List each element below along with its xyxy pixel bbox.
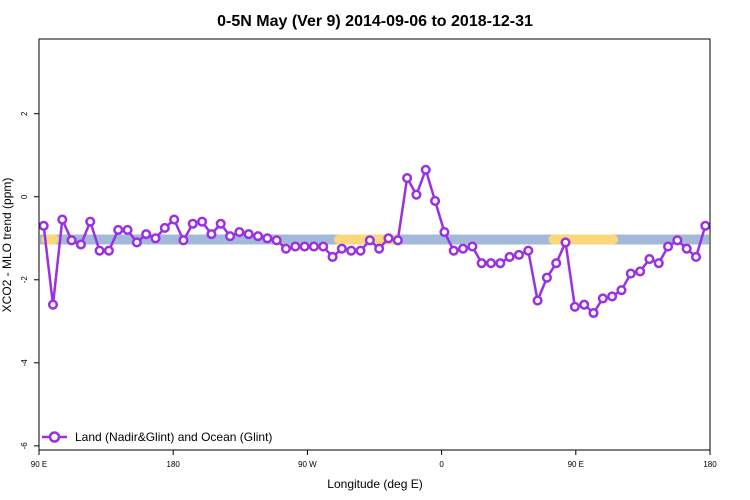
data-point xyxy=(94,245,105,256)
data-point xyxy=(579,299,590,310)
data-point xyxy=(187,218,198,229)
data-point xyxy=(234,226,245,238)
data-point xyxy=(681,243,692,254)
data-point xyxy=(644,253,655,265)
data-point xyxy=(523,245,534,256)
data-point xyxy=(569,301,580,312)
data-point xyxy=(280,243,292,254)
data-point xyxy=(169,214,180,225)
data-point xyxy=(532,295,543,306)
data-point xyxy=(411,189,422,200)
data-point xyxy=(588,307,599,319)
data-point xyxy=(597,293,608,304)
data-point xyxy=(430,195,441,206)
data-point xyxy=(103,245,114,256)
y-tick-label: -4 xyxy=(20,359,29,367)
data-point xyxy=(383,233,394,244)
y-axis: -6 -4 -2 0 2 xyxy=(20,111,39,449)
x-axis-label: Longitude (deg E) xyxy=(327,477,422,491)
chart-title: 0-5N May (Ver 9) 2014-09-06 to 2018-12-3… xyxy=(217,13,533,30)
data-point xyxy=(700,220,711,231)
data-point xyxy=(113,224,124,236)
data-point xyxy=(206,229,217,240)
x-tick-label: 90 E xyxy=(568,460,584,469)
y-tick-label: -6 xyxy=(20,442,29,450)
data-point xyxy=(215,218,226,229)
data-point xyxy=(504,251,515,263)
series-layer xyxy=(38,164,711,319)
data-point xyxy=(299,241,310,252)
data-point xyxy=(560,237,571,248)
data-point xyxy=(485,258,497,269)
data-point xyxy=(513,249,525,260)
y-tick-label: -2 xyxy=(20,276,29,284)
data-point xyxy=(197,216,208,227)
y-axis-label: XCO2 - MLO trend (ppm) xyxy=(0,178,14,313)
x-tick-label: 90 E xyxy=(31,460,47,469)
data-point xyxy=(178,235,189,246)
data-point xyxy=(467,241,478,252)
data-point xyxy=(402,173,413,184)
data-point xyxy=(690,251,702,263)
data-point xyxy=(308,241,319,252)
data-point xyxy=(159,222,170,233)
legend-marker-swatch xyxy=(48,431,61,443)
data-point xyxy=(252,231,264,242)
data-point xyxy=(75,239,86,250)
data-point xyxy=(653,258,664,269)
data-point xyxy=(150,233,161,244)
data-point xyxy=(224,231,236,242)
data-point xyxy=(672,235,683,246)
y-tick-label: 0 xyxy=(20,194,29,199)
data-point xyxy=(420,164,431,175)
data-point xyxy=(541,272,552,283)
data-point xyxy=(663,241,674,252)
data-point xyxy=(439,226,450,238)
data-point xyxy=(476,258,487,269)
data-point xyxy=(346,245,357,256)
x-tick-label: 180 xyxy=(703,460,717,469)
data-point xyxy=(495,258,506,269)
legend: Land (Nadir&Glint) and Ocean (Glint) xyxy=(42,430,272,444)
data-point xyxy=(290,241,301,252)
data-point xyxy=(616,285,627,296)
data-point xyxy=(364,235,375,246)
data-point xyxy=(374,243,385,254)
x-tick-label: 0 xyxy=(439,460,444,469)
data-point xyxy=(336,243,347,254)
data-point xyxy=(625,268,636,279)
x-tick-label: 180 xyxy=(167,460,181,469)
data-point xyxy=(57,214,68,225)
data-point xyxy=(271,235,282,246)
data-point xyxy=(327,251,338,263)
data-point xyxy=(47,299,59,310)
data-point xyxy=(131,237,142,248)
data-point xyxy=(457,243,469,254)
data-point xyxy=(551,258,562,269)
data-point xyxy=(66,235,77,246)
legend-label: Land (Nadir&Glint) and Ocean (Glint) xyxy=(75,430,272,444)
data-point xyxy=(448,245,459,256)
x-tick-label: 90 W xyxy=(298,460,317,469)
data-point xyxy=(262,233,273,244)
data-point xyxy=(318,241,329,252)
plot-frame xyxy=(38,38,711,451)
data-point xyxy=(85,216,96,227)
y-tick-label: 2 xyxy=(20,111,29,116)
data-point xyxy=(635,266,646,277)
data-point xyxy=(243,229,254,240)
data-point xyxy=(392,235,403,246)
data-point xyxy=(122,224,133,236)
data-point xyxy=(355,245,366,256)
data-point xyxy=(607,291,618,302)
data-point xyxy=(141,229,152,240)
x-axis: 90 E 180 90 W 0 90 E 180 xyxy=(31,450,717,469)
data-point xyxy=(38,220,49,231)
